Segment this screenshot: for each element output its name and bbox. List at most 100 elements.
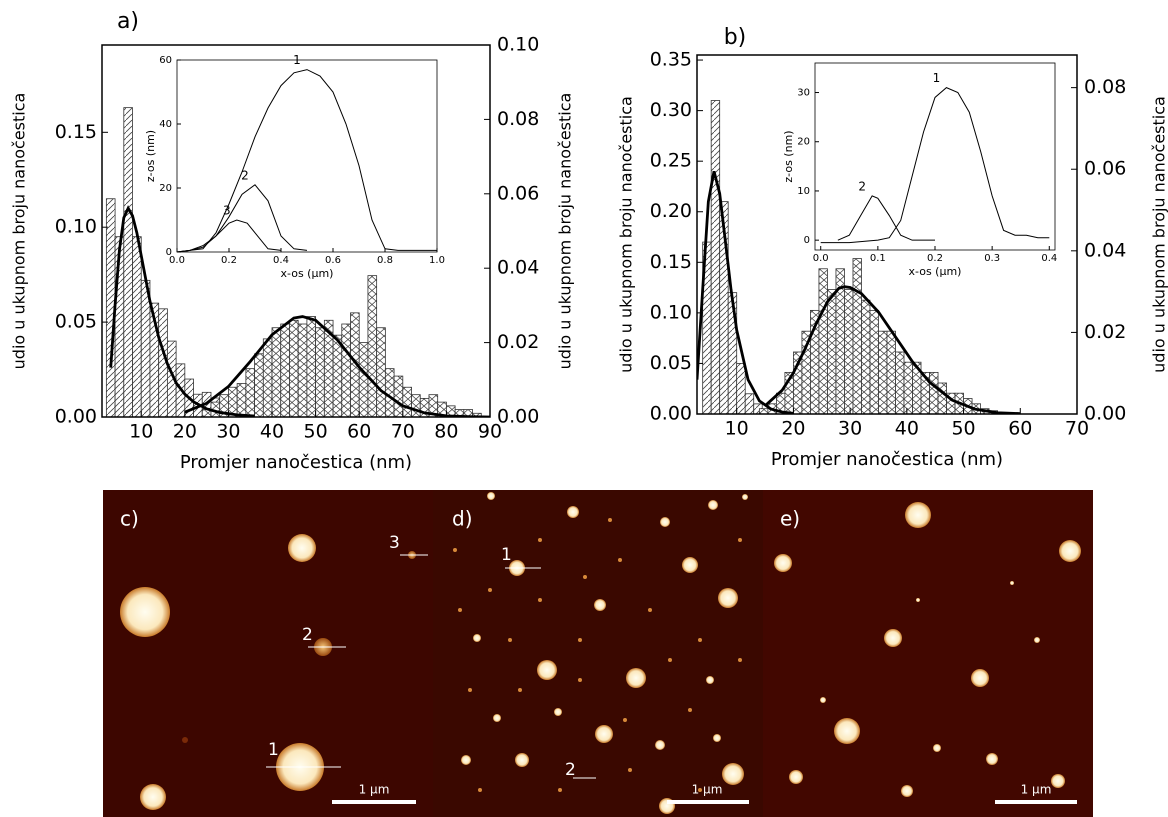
- y-tick-label: 0.15: [55, 121, 97, 143]
- histogram-bar: [869, 309, 879, 414]
- y2-tick-label: 0.08: [497, 108, 539, 130]
- scale-label: 1 µm: [692, 783, 723, 797]
- x-tick-label: 10: [129, 421, 153, 443]
- y-tick-label: 0.25: [650, 150, 692, 172]
- y-tick-label: 0.20: [650, 200, 692, 222]
- line-series: [109, 205, 255, 417]
- histogram-bar: [861, 299, 871, 414]
- y-axis-title: udio u ukupnom broju nanočestica: [617, 96, 636, 373]
- y-tick-label: 0.15: [650, 251, 692, 273]
- y-tick-label: 0.05: [650, 352, 692, 374]
- panel-label: c): [120, 507, 139, 531]
- histogram-bar: [710, 100, 721, 414]
- curve-label: 2: [241, 168, 249, 182]
- histogram-bar: [262, 338, 273, 417]
- histogram-bar: [315, 327, 325, 417]
- line-series: [177, 69, 437, 252]
- histogram-bar: [332, 334, 343, 417]
- histogram-bar: [937, 382, 947, 414]
- plot-background: [177, 60, 437, 252]
- y-tick-label: 0.10: [650, 301, 692, 323]
- x-tick-label: 50: [304, 421, 328, 443]
- plot-area: [177, 69, 437, 252]
- histogram-bar: [895, 351, 905, 414]
- y-tick-label: 0: [166, 247, 172, 258]
- panel-label: e): [780, 507, 800, 531]
- charts: 10 20 30 40 50 60 70 80 900.000.050.100.150.000.…: [10, 9, 1168, 473]
- x-tick-label: 60: [347, 421, 371, 443]
- afm-image-e: e) 1 µm: [763, 490, 1093, 817]
- x-tick-label: 1.0: [429, 255, 445, 266]
- histogram-bar: [852, 258, 862, 414]
- profile-marker: 2: [565, 760, 576, 780]
- x-tick-label: 0.0: [813, 253, 829, 264]
- histogram-bar: [929, 371, 939, 414]
- scale-label: 1 µm: [1021, 783, 1052, 797]
- y-tick-label: 60: [159, 55, 172, 66]
- histogram-bar: [758, 408, 769, 414]
- y-tick-label: 10: [797, 186, 810, 197]
- histogram-bar: [393, 375, 404, 417]
- line-series: [820, 87, 1050, 244]
- histogram-bar: [878, 330, 888, 414]
- histogram-bar: [736, 363, 746, 414]
- histogram-bar: [358, 342, 369, 417]
- x-axis-title: Promjer nanočestica (nm): [771, 449, 1003, 470]
- y2-axis-title: udio u ukupnom broju nanočestica: [1150, 96, 1168, 373]
- x-tick-label: 0.2: [927, 253, 943, 264]
- x-tick-label: 50: [951, 418, 975, 440]
- histogram-bar: [367, 275, 378, 417]
- x-tick-label: 0.8: [377, 255, 393, 266]
- plot-area: [820, 87, 1050, 244]
- x-tick-label: 70: [391, 421, 415, 443]
- x-tick-label: 20: [781, 418, 805, 440]
- image-background: [433, 490, 763, 817]
- curve-label: 3: [223, 204, 231, 218]
- y2-tick-label: 0.06: [497, 182, 539, 204]
- y2-tick-label: 0.02: [497, 331, 539, 353]
- y-tick-label: 0.35: [650, 49, 692, 71]
- y2-axis-title: udio u ukupnom broju nanočestica: [556, 93, 575, 370]
- x-axis-title: Promjer nanočestica (nm): [180, 452, 412, 473]
- y-tick-label: 0.00: [55, 406, 97, 428]
- line-series: [177, 184, 308, 252]
- panel-label: a): [117, 9, 139, 34]
- scale-label: 1 µm: [359, 783, 390, 797]
- histogram-bar: [376, 327, 386, 417]
- x-tick-label: 0.6: [325, 255, 341, 266]
- x-tick-label: 0.0: [169, 255, 185, 266]
- y2-tick-label: 0.02: [1084, 321, 1126, 343]
- histogram-bar: [411, 394, 421, 417]
- image-background: [103, 490, 433, 817]
- y-tick-label: 0.10: [55, 216, 97, 238]
- histogram-bar: [818, 268, 828, 414]
- line-series: [837, 195, 935, 241]
- x-tick-label: 60: [1008, 418, 1032, 440]
- y-tick-label: 0.00: [650, 403, 692, 425]
- histogram-bar: [297, 323, 308, 417]
- x-tick-label: 70: [1065, 418, 1089, 440]
- y-axis-title: z-os (nm): [144, 130, 157, 182]
- histogram-bar: [289, 319, 299, 417]
- x-tick-label: 80: [434, 421, 458, 443]
- x-tick-label: 0.3: [984, 253, 1000, 264]
- y-axis-title: z-os (nm): [782, 130, 795, 182]
- histogram-bar: [132, 236, 142, 417]
- histogram-bar: [903, 361, 913, 414]
- y-axis-title: udio u ukupnom broju nanočestica: [10, 93, 29, 370]
- x-tick-label: 10: [725, 418, 749, 440]
- x-tick-label: 90: [478, 421, 502, 443]
- histogram-bar: [384, 368, 395, 417]
- x-tick-label: 0.2: [221, 255, 237, 266]
- afm-image-c: c) 3 2 1 1 µm: [103, 490, 433, 817]
- histogram-bar: [727, 292, 738, 414]
- y-tick-label: 0.05: [55, 311, 97, 333]
- histogram-bar: [844, 289, 854, 414]
- y2-tick-label: 0.06: [1084, 158, 1126, 180]
- x-tick-label: 0.4: [273, 255, 289, 266]
- y-tick-label: 30: [797, 88, 810, 99]
- curve-label: 1: [933, 71, 941, 85]
- plot-frame: [696, 54, 1078, 415]
- x-tick-label: 40: [895, 418, 919, 440]
- x-tick-label: 30: [216, 421, 240, 443]
